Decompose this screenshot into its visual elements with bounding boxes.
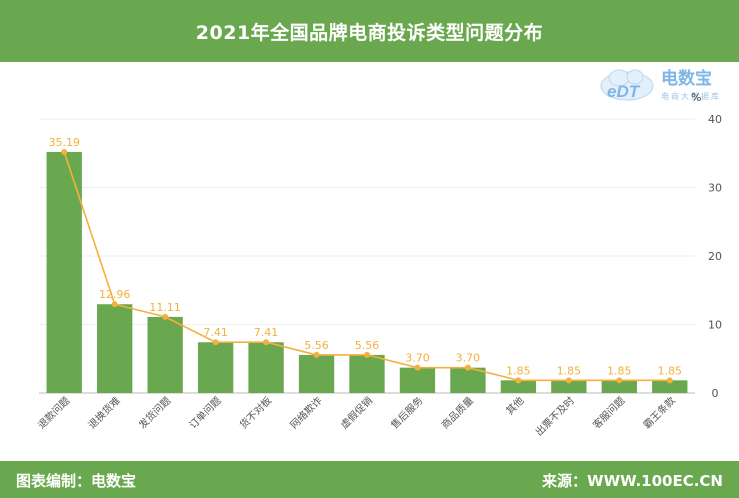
logo-main-text: 电数宝	[661, 68, 712, 89]
bar	[248, 342, 284, 393]
y-tick-label: 0	[712, 387, 719, 400]
y-tick-label: 40	[708, 113, 722, 126]
line-point	[464, 364, 471, 371]
x-tick-label: 售后服务	[388, 394, 425, 431]
line-point	[263, 339, 270, 346]
edianshubao-logo: eDT 电数宝 电商大数据库	[600, 68, 721, 101]
x-tick-label: 虚假促销	[338, 394, 375, 431]
footer-credit: 图表编制：电数宝	[16, 472, 137, 490]
logo-sub-text: 电商大数据库	[661, 91, 721, 101]
data-label: 1.85	[506, 364, 531, 377]
data-label: 7.41	[254, 326, 279, 339]
bar	[349, 354, 385, 393]
x-tick-label: 退换货难	[85, 394, 122, 431]
data-labels: 35.19 12.96 11.11 7.41 7.41 5.56 5.56 3.70 3.70 1…	[48, 136, 682, 377]
bar	[500, 380, 537, 393]
data-label: 1.85	[557, 364, 582, 377]
line-point	[515, 377, 522, 384]
data-label: 35.19	[48, 136, 80, 149]
chart-footer: 图表编制：电数宝 来源：WWW.100EC.CN	[0, 461, 739, 498]
data-label: 1.85	[658, 364, 683, 377]
bar-series	[46, 151, 688, 393]
x-tick-label: 商品质量	[439, 394, 476, 431]
bar	[97, 304, 133, 393]
data-label: 11.11	[149, 301, 181, 314]
data-label: 1.85	[607, 364, 632, 377]
y-tick-label: 30	[708, 182, 722, 195]
x-tick-label: 发货问题	[136, 394, 173, 431]
bar	[197, 342, 234, 393]
data-label: 3.70	[405, 352, 430, 365]
line-point	[162, 313, 169, 320]
x-tick-label: 出票不及时	[532, 394, 577, 439]
line-point	[364, 351, 370, 358]
line-point	[212, 339, 219, 346]
y-axis-unit: %	[691, 91, 702, 104]
bar	[298, 354, 335, 393]
x-tick-label: 其他	[503, 394, 526, 417]
data-label: 3.70	[456, 352, 481, 365]
y-tick-label: 10	[708, 319, 722, 332]
line-point	[666, 377, 673, 384]
bar	[147, 316, 183, 393]
line-point	[313, 351, 320, 358]
bar	[46, 151, 82, 393]
bar	[399, 367, 436, 393]
x-tick-label: 货不对板	[237, 394, 274, 431]
footer-source: 来源：WWW.100EC.CN	[542, 472, 723, 490]
bar	[601, 380, 637, 393]
y-axis-ticks: 0 10 20 30 40	[708, 113, 722, 400]
data-label: 5.56	[355, 339, 380, 352]
line-point	[111, 301, 118, 308]
x-tick-label: 客服问题	[590, 394, 627, 431]
y-tick-label: 20	[708, 250, 722, 263]
chart-header: 2021年全国品牌电商投诉类型问题分布	[0, 0, 739, 62]
x-tick-label: 订单问题	[186, 394, 223, 431]
bar	[652, 380, 688, 393]
line-point	[565, 377, 572, 384]
line-series	[61, 148, 673, 384]
x-axis-ticks: 退款问题 退换货难 发货问题 订单问题 货不对板 网络欺诈 虚假促销 售后服务 商品质量 其他 出票…	[35, 394, 678, 439]
line-point	[61, 148, 68, 155]
bar	[551, 380, 587, 393]
line-point	[616, 377, 623, 384]
line-point	[414, 364, 421, 371]
x-tick-label: 霸王条款	[640, 394, 677, 431]
chart-title: 2021年全国品牌电商投诉类型问题分布	[195, 21, 544, 44]
data-label: 7.41	[203, 326, 228, 339]
data-label: 5.56	[304, 339, 329, 352]
x-tick-label: 网络欺诈	[287, 394, 324, 431]
bar	[450, 367, 486, 393]
data-label: 12.96	[99, 288, 131, 301]
logo-badge: eDT	[607, 82, 641, 101]
x-tick-label: 退款问题	[35, 394, 72, 431]
